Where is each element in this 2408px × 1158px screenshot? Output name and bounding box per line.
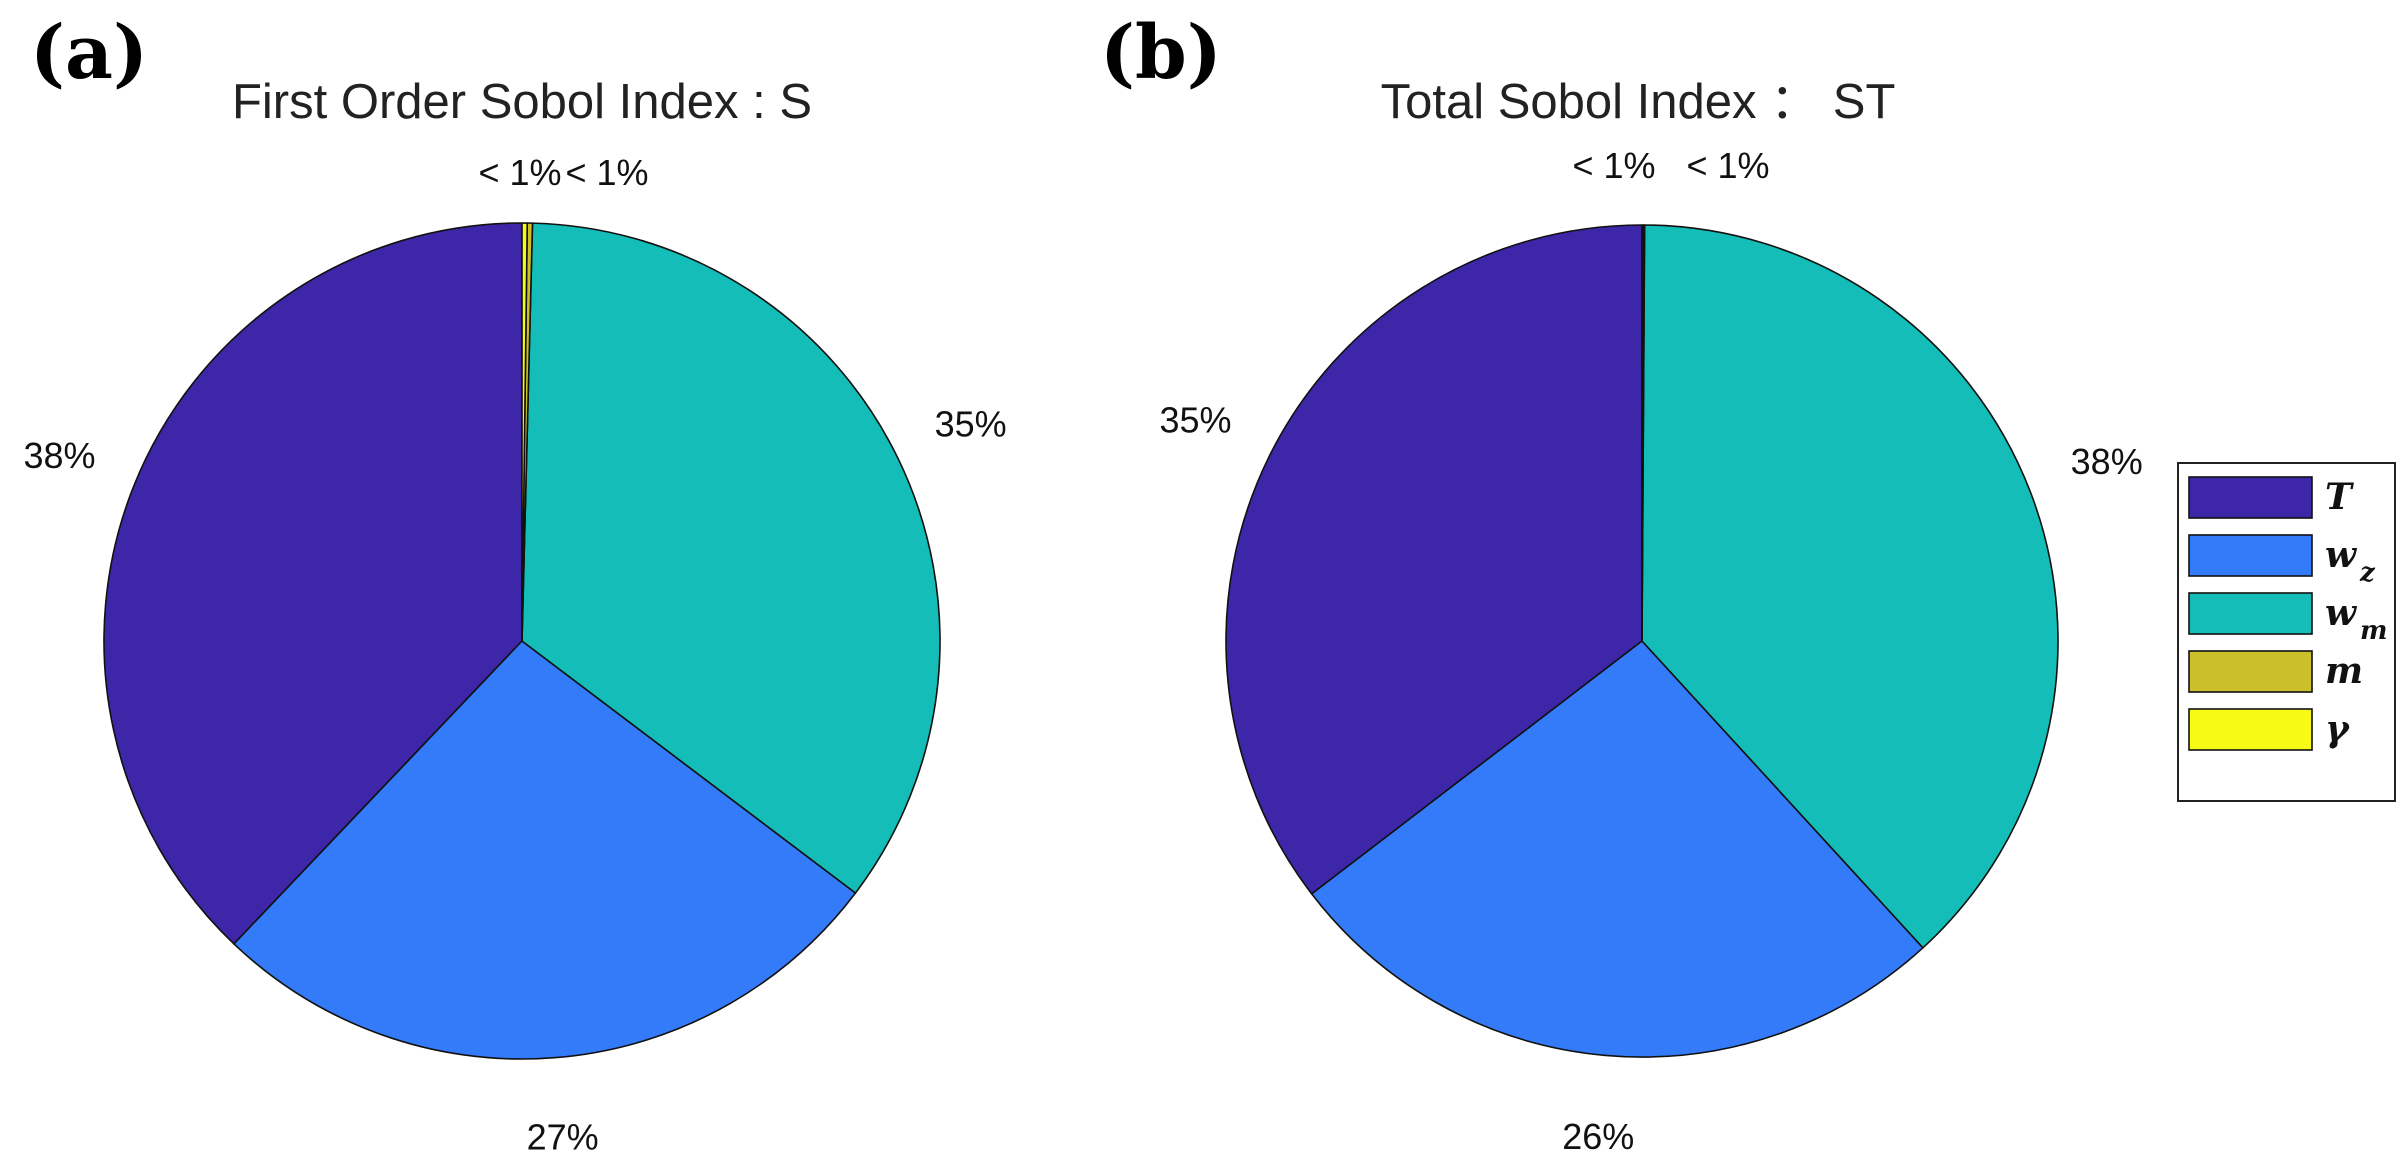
pie-slice-w-z [1310, 640, 1924, 1058]
legend-swatch-3 [2188, 650, 2313, 693]
slice-label-gamma: < 1% [1686, 145, 1769, 186]
legend-label-4: γ [2325, 708, 2351, 750]
legend-swatch-4 [2188, 708, 2313, 751]
pie-slice-w-z [233, 640, 857, 1060]
panel-label-a: (a) [30, 10, 148, 96]
legend-swatch-1 [2188, 534, 2313, 577]
chart-title-a: First Order Sobol Index : S [232, 75, 812, 129]
pie-slice-t [1225, 224, 1643, 895]
legend-swatch-0 [2188, 476, 2313, 519]
pie-slice-gamma [521, 222, 529, 642]
slice-label-t: 38% [23, 435, 95, 476]
pie-chart-a: 38% 27% 35% < 1% < 1% [23, 152, 1006, 1157]
pie-chart-b: 35% 26% 38% < 1% < 1% [1159, 145, 2142, 1157]
legend-swatch-2 [2188, 592, 2313, 635]
panel-a: (a) First Order Sobol Index : S 38% 27% 35… [23, 10, 1006, 1157]
legend-label-0: T [2325, 476, 2354, 518]
legend-label-3: m [2325, 650, 2363, 692]
slice-label-w-m: 35% [935, 404, 1007, 445]
slice-label-w-m: 38% [2071, 441, 2143, 482]
pie-slice-w-m [521, 222, 941, 894]
slice-label-w-z: 26% [1562, 1116, 1634, 1157]
slice-label-w-z: 27% [527, 1116, 599, 1157]
panel-label-b: (b) [1100, 10, 1222, 96]
legend: Tw zw mmγ [2177, 462, 2396, 802]
slice-label-m: < 1% [1572, 145, 1655, 186]
pie-slice-t [103, 222, 523, 945]
slice-label-gamma: < 1% [565, 152, 648, 193]
panel-b: (b) Total Sobol Index ： ST 35% 26% 38% < 1%… [1100, 10, 2143, 1157]
chart-title-b: Total Sobol Index ： ST [1381, 75, 1896, 129]
slice-label-m: < 1% [478, 152, 561, 193]
slice-label-t: 35% [1159, 400, 1231, 441]
pie-slice-gamma [1641, 224, 1645, 642]
pie-slice-w-m [1641, 224, 2059, 949]
